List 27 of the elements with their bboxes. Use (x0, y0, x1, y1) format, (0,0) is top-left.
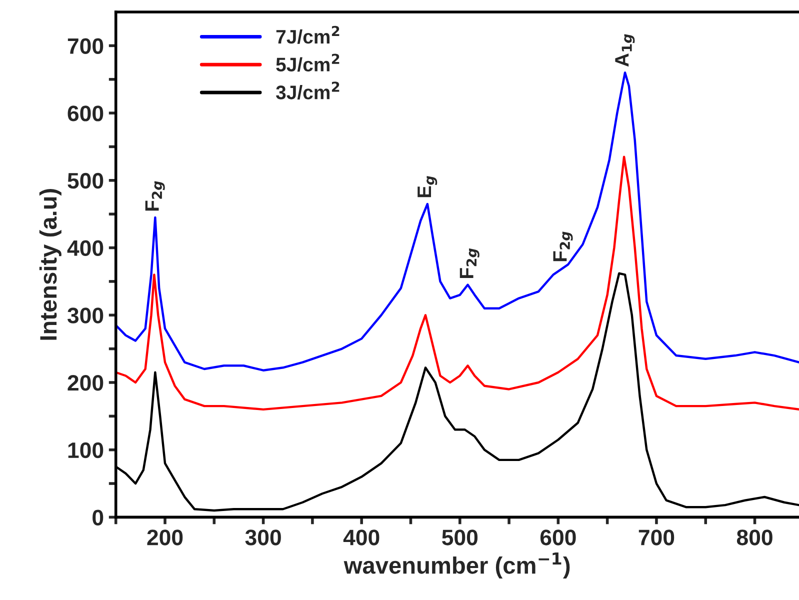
line-series (116, 72, 799, 372)
annotation: A$_{1g}$ (615, 34, 635, 67)
y-tick-label: 400 (67, 240, 104, 256)
x-tick-label: 500 (442, 530, 478, 546)
y-axis-title: Intensity (a.u) (39, 189, 62, 340)
x-tick-label: 300 (245, 530, 281, 546)
y-tick-label: 500 (68, 172, 104, 189)
legend-label: 3J/cm$^{2}$ (276, 82, 340, 100)
x-tick-label: 800 (736, 530, 772, 546)
x-tick-label: 600 (540, 530, 576, 546)
y-tick-label: 200 (68, 375, 104, 391)
y-tick-label: 700 (68, 38, 104, 54)
x-tick-label: 400 (343, 530, 380, 546)
y-tick-label: 600 (68, 106, 104, 122)
annotation: F$_{2g}$ (145, 181, 165, 211)
line-series (116, 156, 799, 411)
legend-label: 5J/cm$^{2}$ (276, 54, 340, 72)
y-tick-label: 300 (67, 308, 104, 324)
x-axis-title: wavenumber (cm$^{−1}$) (344, 552, 570, 578)
x-tick-label: 200 (147, 530, 183, 546)
annotation: F$_{2g}$ (553, 232, 573, 262)
y-tick-label: 100 (68, 442, 104, 458)
annotation: E$_{g}$ (418, 176, 438, 198)
legend-label: 7J/cm$^{2}$ (276, 26, 340, 44)
x-tick-label: 700 (638, 530, 674, 546)
annotation: F$_{2g}$ (460, 248, 480, 278)
y-tick-label: 0 (92, 510, 104, 526)
